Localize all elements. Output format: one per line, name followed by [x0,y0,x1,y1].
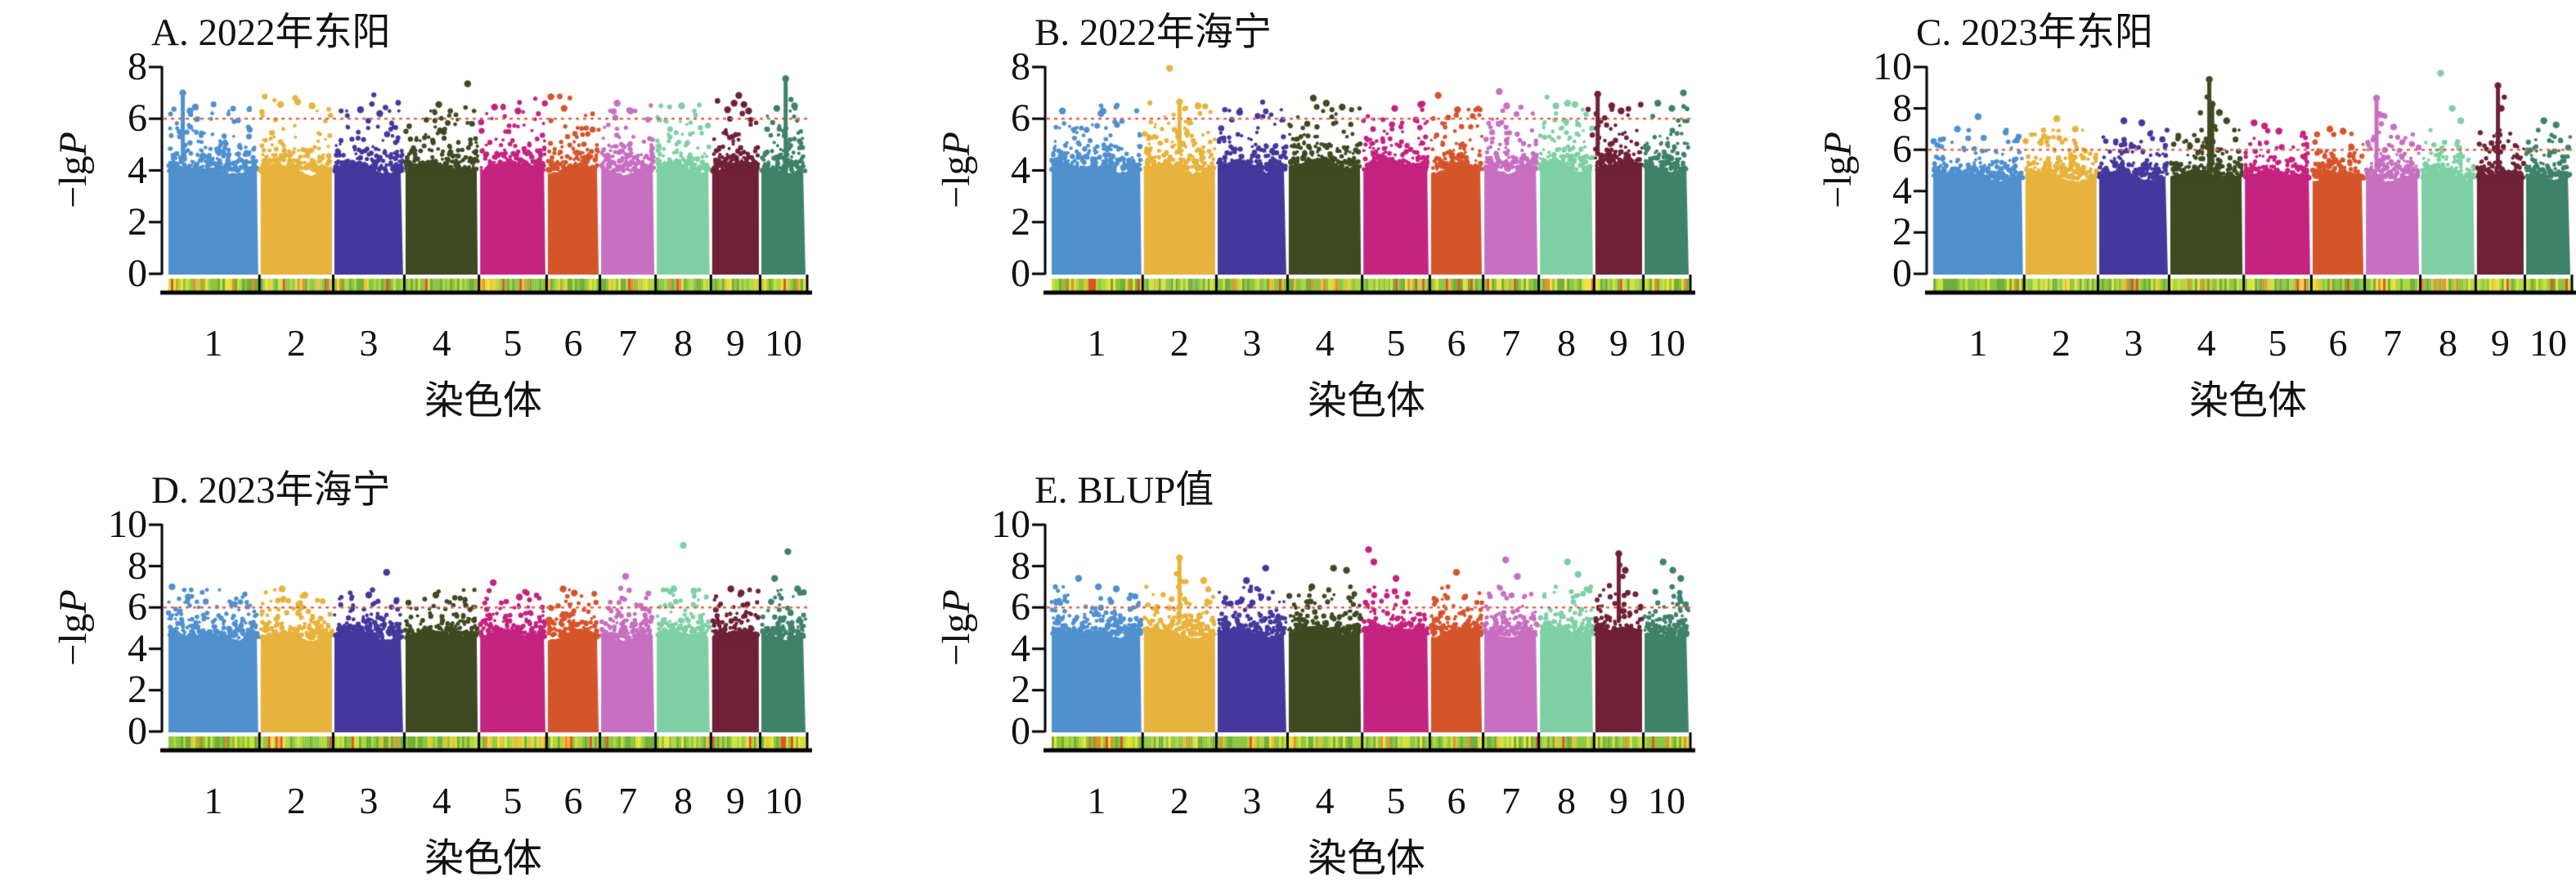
panel-title: E. BLUP值 [1034,469,1214,512]
chromosome-label: 1 [1968,322,1988,364]
chromosome-label: 3 [359,322,379,364]
manhattan-plot-canvas-d [16,458,834,886]
panel-blup: E. BLUP值 −lgP 染色体 0 2 4 6 8 10 1 2 3 4 5 6 7 8 9 10 [900,458,1717,886]
panel-title: B. 2022年海宁 [1034,11,1272,54]
y-tick-label: 6 [128,585,147,629]
chromosome-label: 7 [2383,322,2403,364]
chromosome-label: 6 [2328,322,2348,364]
chromosome-label: 9 [2490,322,2510,364]
chromosome-label: 8 [1556,322,1576,364]
y-tick-label: 2 [128,199,147,244]
y-tick-label: 4 [1011,148,1030,192]
chromosome-label: 6 [563,322,583,364]
chromosome-label: 2 [1169,322,1189,364]
y-tick-label: 0 [128,709,147,753]
chromosome-label: 10 [2529,322,2567,364]
chromosome-label: 2 [286,780,306,821]
chromosome-label: 2 [286,322,306,364]
y-tick-label: 0 [1011,709,1030,753]
chromosome-label: 5 [503,780,523,821]
y-tick-label: 2 [1892,210,1912,254]
y-tick-label: 4 [128,148,147,192]
chromosome-label: 1 [1087,322,1106,364]
y-tick-label: 8 [1011,544,1030,588]
panel-2022-dongyang: A. 2022年东阳 −lgP 染色体 0 2 4 6 8 1 2 3 4 5 6 7 8 9 10 [16,0,834,441]
manhattan-plot-canvas-e [900,458,1717,886]
panel-title: A. 2022年东阳 [151,11,391,54]
chromosome-label: 7 [618,322,638,364]
chromosome-label: 3 [359,780,379,821]
chromosome-label: 4 [432,780,451,821]
manhattan-plot-canvas-a [16,0,834,441]
y-tick-label: 4 [128,626,147,670]
chromosome-label: 4 [1315,322,1335,364]
panel-2023-haining: D. 2023年海宁 −lgP 染色体 0 2 4 6 8 10 1 2 3 4 5 6 7 8 9 10 [16,458,834,886]
chromosome-label: 7 [1501,322,1521,364]
y-tick-label: 6 [1011,585,1030,629]
y-tick-label: 0 [128,252,147,295]
y-tick-label: 6 [1011,96,1030,141]
y-tick-label: 10 [1873,45,1912,88]
chromosome-label: 7 [618,780,638,821]
y-tick-label: 4 [1011,626,1030,670]
chromosome-label: 3 [1242,322,1262,364]
chromosome-label: 4 [432,322,451,364]
y-tick-label: 2 [1011,668,1030,712]
chromosome-label: 1 [204,322,223,364]
chromosome-label: 5 [503,322,523,364]
chromosome-label: 10 [765,780,802,821]
chromosome-label: 1 [204,780,223,821]
chromosome-label: 6 [1447,780,1466,821]
x-axis-label: 染色体 [424,379,542,423]
y-tick-label: 8 [128,544,147,588]
chromosome-label: 3 [2124,322,2143,364]
y-tick-label: 8 [1011,45,1030,88]
y-tick-label: 4 [1892,168,1912,213]
x-axis-label: 染色体 [1307,837,1425,880]
chromosome-label: 2 [1169,780,1189,821]
x-axis-label: 染色体 [424,837,542,880]
y-tick-label: 8 [128,45,147,88]
chromosome-label: 9 [1609,322,1628,364]
chromosome-label: 8 [673,780,693,821]
chromosome-label: 5 [1386,322,1406,364]
x-axis-label: 染色体 [2188,379,2307,423]
chromosome-label: 5 [2268,322,2287,364]
panel-title: C. 2023年东阳 [1916,11,2153,54]
chromosome-label: 1 [1087,780,1106,821]
chromosome-label: 4 [2197,322,2216,364]
chromosome-label: 8 [1556,780,1576,821]
y-tick-label: 2 [128,668,147,712]
panel-2023-dongyang: C. 2023年东阳 −lgP 染色体 0 2 4 6 8 10 1 2 3 4 5 6 7 8 9 10 [1781,0,2576,441]
panel-title: D. 2023年海宁 [151,469,391,512]
chromosome-label: 2 [2051,322,2071,364]
chromosome-label: 10 [1648,780,1685,821]
chromosome-label: 9 [725,322,745,364]
chromosome-label: 6 [1447,322,1466,364]
chromosome-label: 8 [2438,322,2457,364]
manhattan-plot-canvas-b [900,0,1717,441]
chromosome-label: 9 [1609,780,1628,821]
chromosome-label: 10 [765,322,802,364]
y-tick-label: 10 [991,503,1030,546]
y-tick-label: 6 [1892,128,1912,172]
panel-2022-haining: B. 2022年海宁 −lgP 染色体 0 2 4 6 8 1 2 3 4 5 6 7 8 9 10 [900,0,1717,441]
chromosome-label: 10 [1648,322,1685,364]
y-tick-label: 6 [128,96,147,141]
chromosome-label: 4 [1315,780,1335,821]
chromosome-label: 5 [1386,780,1406,821]
chromosome-label: 7 [1501,780,1521,821]
chromosome-label: 9 [725,780,745,821]
y-tick-label: 0 [1892,252,1912,295]
x-axis-label: 染色体 [1307,379,1425,423]
y-tick-label: 10 [108,503,147,546]
chromosome-label: 3 [1242,780,1262,821]
y-tick-label: 2 [1011,199,1030,244]
chromosome-label: 6 [563,780,583,821]
chromosome-label: 8 [673,322,693,364]
y-tick-label: 0 [1011,252,1030,295]
manhattan-plot-canvas-c [1781,0,2576,441]
y-tick-label: 8 [1892,86,1912,130]
